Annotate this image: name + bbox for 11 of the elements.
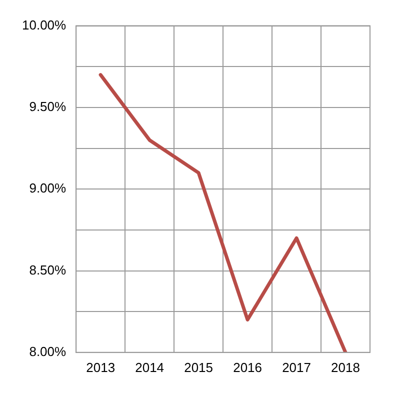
y-tick-label: 10.00% xyxy=(22,17,67,32)
x-tick-label: 2014 xyxy=(135,360,164,375)
x-tick-label: 2016 xyxy=(233,360,262,375)
y-tick-label: 8.50% xyxy=(29,262,67,278)
x-tick-label: 2018 xyxy=(331,360,360,375)
x-tick-label: 2017 xyxy=(282,360,311,375)
y-tick-label: 8.00% xyxy=(29,344,67,359)
y-tick-label: 9.50% xyxy=(29,99,67,114)
x-tick-label: 2013 xyxy=(86,360,116,375)
x-tick-label: 2015 xyxy=(184,360,214,375)
y-tick-label: 9.00% xyxy=(29,180,67,196)
